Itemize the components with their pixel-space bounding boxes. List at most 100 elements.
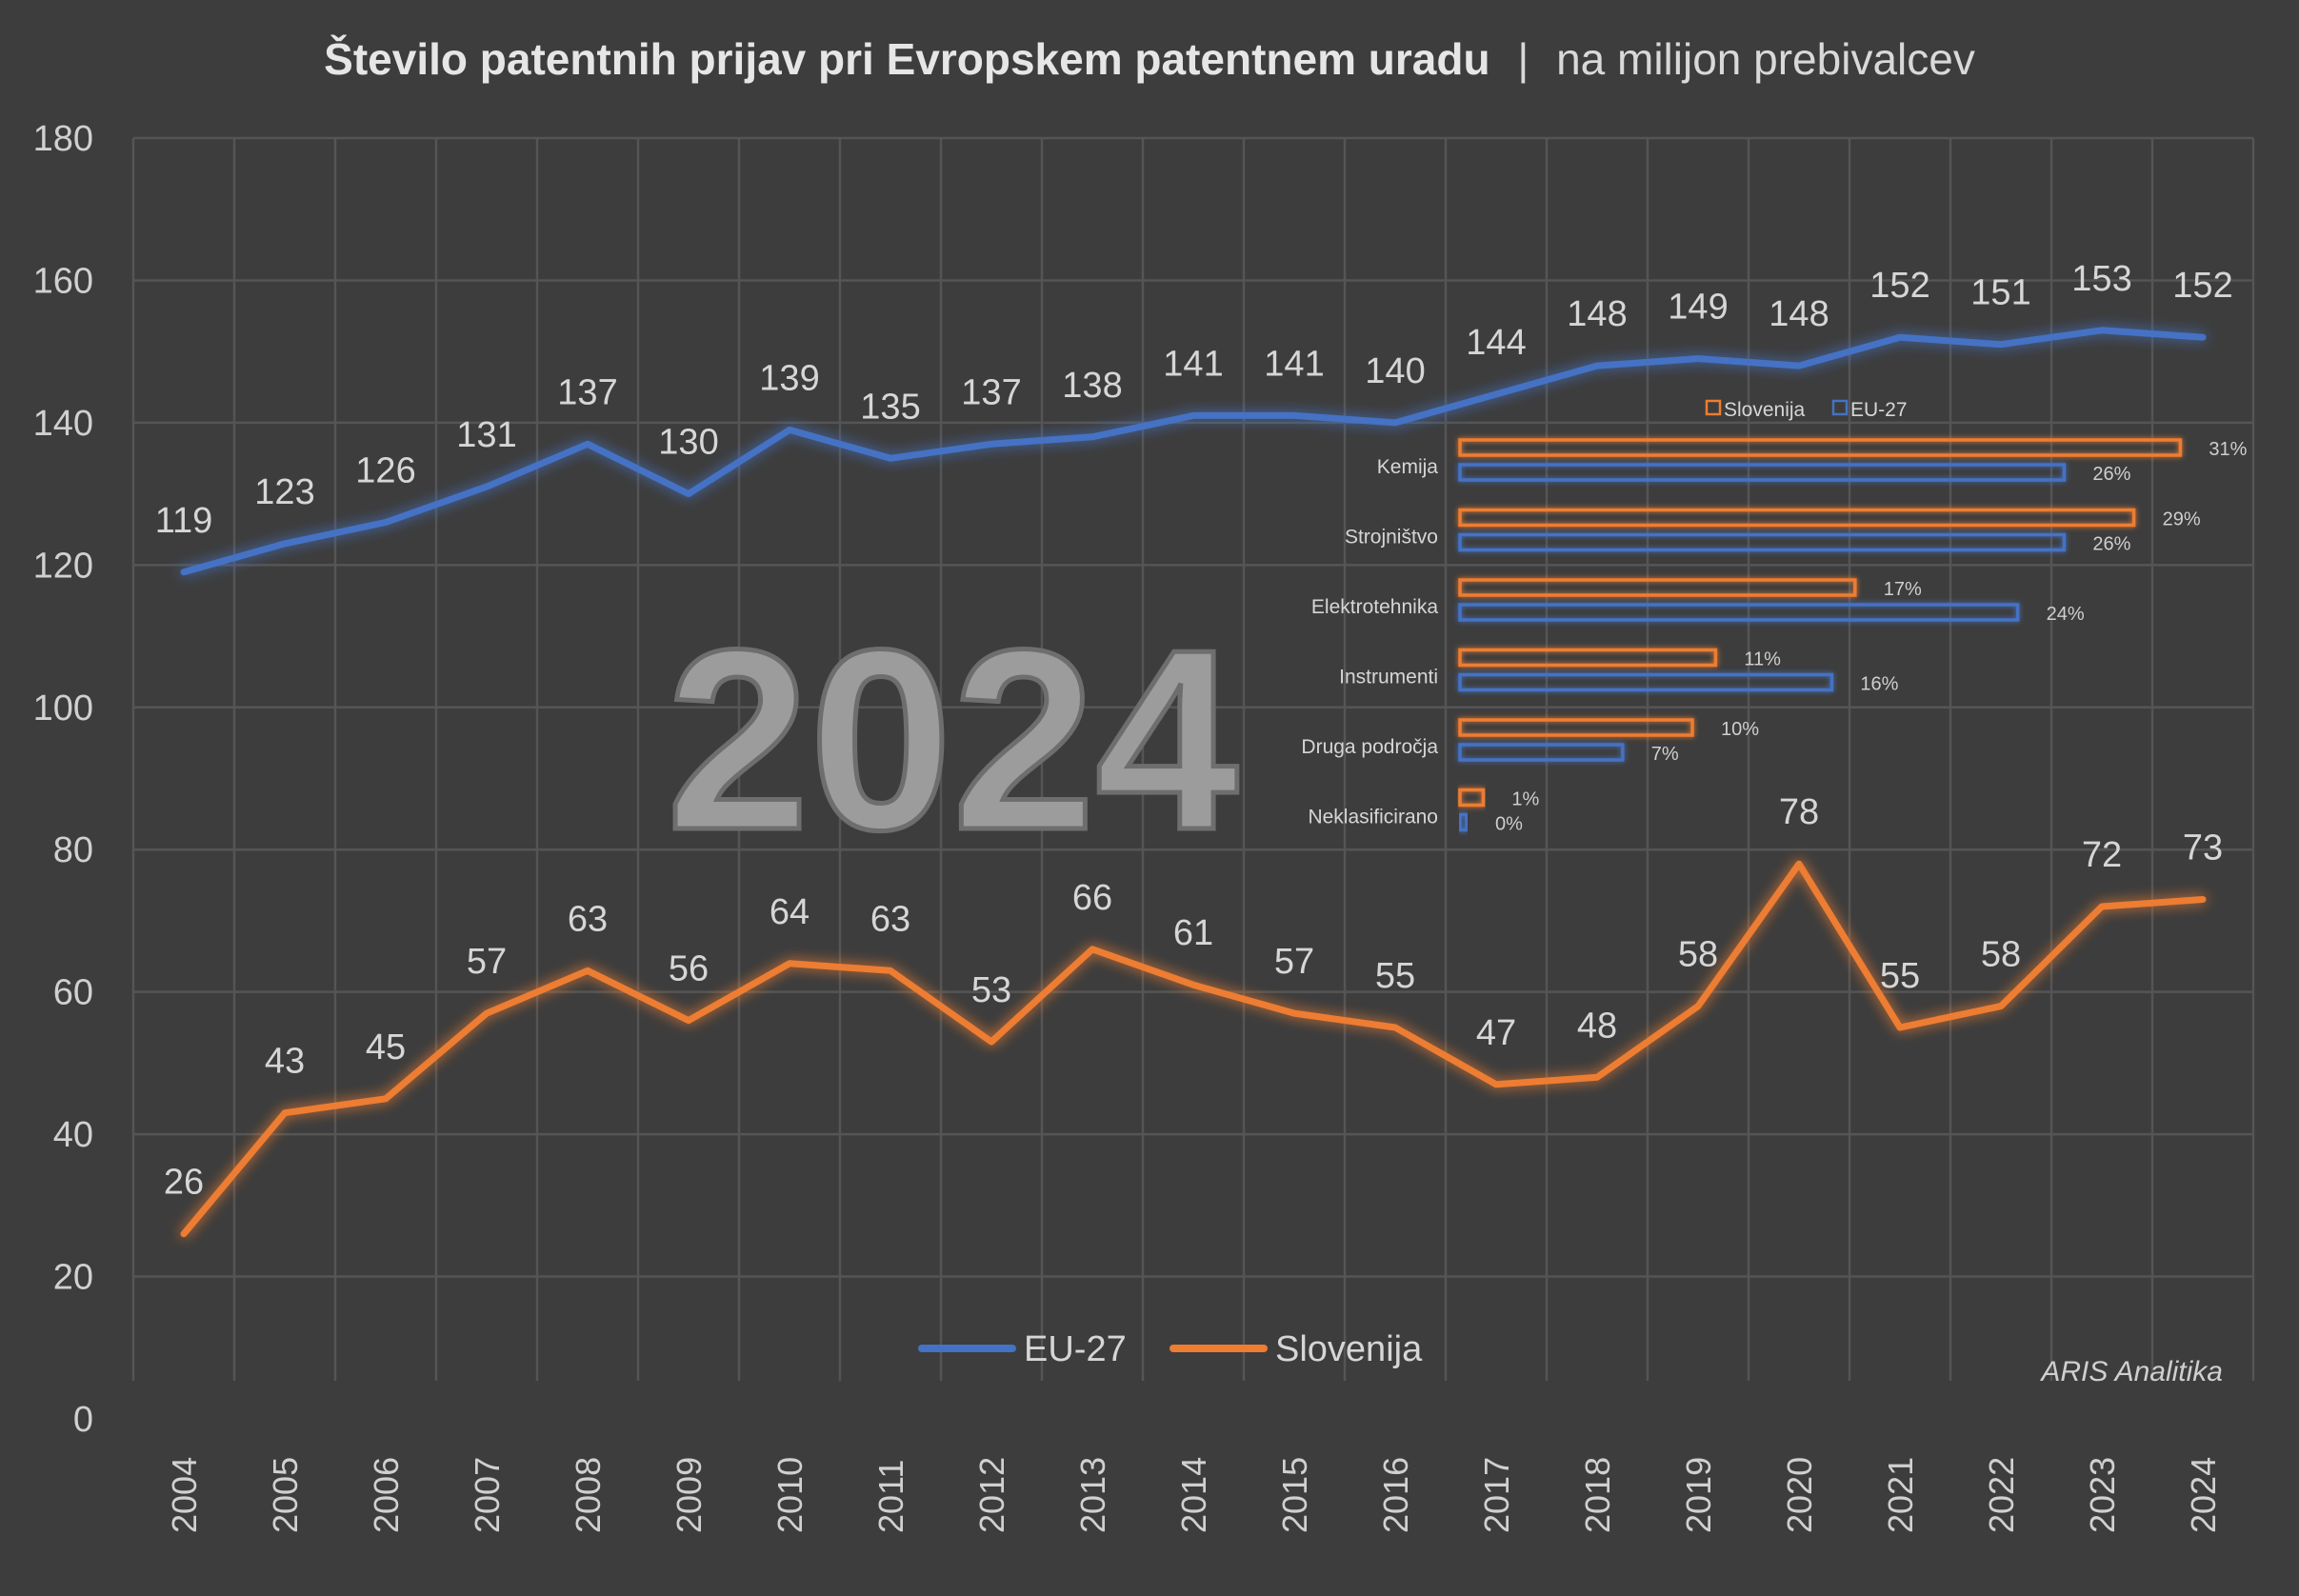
x-tick-label: 2014	[1174, 1457, 1213, 1533]
data-point-slovenija	[1897, 1025, 1903, 1031]
data-label-eu-27: 141	[1264, 344, 1324, 384]
data-point-slovenija	[181, 1230, 187, 1237]
data-label-eu-27: 148	[1769, 294, 1829, 334]
data-label-eu-27: 135	[860, 387, 920, 427]
data-point-slovenija	[484, 1010, 490, 1017]
inset-category-label: Neklasificirano	[1308, 807, 1438, 828]
data-label-eu-27: 131	[456, 415, 516, 455]
title-unit: na milijon prebivalcev	[1556, 34, 1975, 84]
data-point-eu-27	[888, 455, 893, 462]
data-label-eu-27: 148	[1567, 294, 1627, 334]
title-separator: |	[1517, 34, 1529, 84]
x-tick-label: 2015	[1275, 1457, 1314, 1533]
inset-category-label: Strojništvo	[1345, 527, 1438, 549]
data-label-eu-27: 151	[1970, 273, 2030, 313]
inset-bar-eu-27-druga-podro-ja	[1458, 743, 1625, 762]
data-point-slovenija	[2200, 896, 2206, 903]
data-label-eu-27: 152	[2172, 266, 2232, 306]
x-tick-label: 2020	[1780, 1457, 1819, 1533]
x-tick-label: 2019	[1679, 1457, 1718, 1533]
data-label-slovenija: 48	[1577, 1006, 1617, 1046]
data-label-eu-27: 140	[1365, 351, 1425, 391]
inset-value-label-slovenija: 31%	[2209, 439, 2247, 460]
data-point-eu-27	[1998, 341, 2004, 348]
x-tick-label: 2023	[2083, 1457, 2122, 1533]
line-series	[180, 327, 2207, 1238]
y-tick-label: 0	[73, 1400, 93, 1440]
inset-bar-slovenija-druga-podro-ja	[1458, 718, 1694, 737]
inset-value-label-slovenija: 17%	[1884, 579, 1922, 600]
inset-bar-chart: Slovenija EU-27 Kemija 31% 26% Strojništvo 29%…	[1301, 399, 2247, 835]
data-label-slovenija: 57	[1274, 942, 1314, 982]
data-labels: 119 123 126 131 137 130 139 135 137 138 141 141 140 1…	[155, 259, 2233, 1203]
inset-value-label-eu-27: 26%	[2092, 464, 2130, 485]
y-tick-label: 100	[33, 688, 93, 728]
inset-bar-eu-27-strojni-tvo	[1458, 532, 2067, 552]
title-main: Število patentnih prijav pri Evropskem p…	[324, 34, 1489, 84]
chart-title: Število patentnih prijav pri Evropskem p…	[324, 34, 1975, 84]
x-tick-label: 2007	[468, 1457, 507, 1533]
data-label-slovenija: 53	[971, 970, 1011, 1010]
data-label-eu-27: 130	[658, 423, 718, 463]
data-label-eu-27: 139	[759, 358, 819, 398]
data-label-eu-27: 123	[254, 472, 314, 512]
data-point-eu-27	[585, 441, 590, 448]
data-label-slovenija: 64	[770, 892, 810, 932]
data-point-slovenija	[1392, 1025, 1398, 1031]
data-label-slovenija: 63	[568, 899, 608, 939]
data-point-eu-27	[1493, 391, 1499, 397]
x-tick-label: 2022	[1982, 1457, 2021, 1533]
inset-bar-slovenija-instrumenti	[1458, 648, 1718, 668]
y-axis-ticks: 0 20 40 60 80 100 120 140 160 180	[33, 119, 93, 1440]
data-label-slovenija: 63	[870, 899, 910, 939]
data-point-slovenija	[383, 1095, 389, 1102]
data-point-eu-27	[1695, 355, 1701, 362]
data-label-slovenija: 57	[467, 942, 507, 982]
credit-text: ARIS Analitika	[2039, 1356, 2223, 1387]
y-tick-label: 160	[33, 261, 93, 301]
inset-legend-swatch-eu-27	[1831, 399, 1849, 416]
data-point-eu-27	[383, 519, 389, 526]
y-tick-label: 140	[33, 404, 93, 444]
data-point-slovenija	[1493, 1081, 1499, 1087]
x-tick-label: 2024	[2184, 1457, 2223, 1533]
x-tick-label: 2004	[165, 1457, 204, 1533]
legend-label-eu-27: EU-27	[1024, 1329, 1127, 1369]
grid	[131, 136, 2255, 1381]
data-label-eu-27: 144	[1466, 323, 1526, 363]
data-label-slovenija: 78	[1779, 792, 1819, 832]
data-point-eu-27	[1291, 412, 1297, 419]
inset-value-label-slovenija: 10%	[1721, 719, 1759, 740]
x-tick-label: 2016	[1376, 1457, 1415, 1533]
x-tick-label: 2021	[1881, 1457, 1920, 1533]
x-tick-label: 2018	[1578, 1457, 1617, 1533]
data-label-slovenija: 58	[1678, 935, 1718, 975]
data-label-slovenija: 45	[366, 1027, 406, 1067]
data-point-slovenija	[1090, 946, 1095, 952]
data-label-slovenija: 72	[2082, 835, 2122, 875]
inset-bar-slovenija-strojni-tvo	[1458, 508, 2136, 528]
data-point-eu-27	[686, 490, 691, 497]
x-tick-label: 2009	[670, 1457, 709, 1533]
data-label-eu-27: 152	[1869, 266, 1929, 306]
year-watermark: 2024	[667, 597, 1240, 884]
data-label-eu-27: 153	[2071, 259, 2131, 299]
inset-category-label: Kemija	[1377, 456, 1439, 478]
y-tick-label: 40	[53, 1115, 93, 1155]
x-tick-label: 2013	[1073, 1457, 1112, 1533]
data-point-eu-27	[1796, 363, 1802, 369]
inset-legend-swatch-slovenija	[1705, 399, 1722, 416]
data-point-slovenija	[888, 968, 893, 974]
x-tick-label: 2017	[1477, 1457, 1516, 1533]
data-point-slovenija	[585, 968, 590, 974]
data-point-slovenija	[686, 1017, 691, 1024]
data-point-eu-27	[1594, 363, 1600, 369]
data-point-eu-27	[2099, 327, 2105, 333]
data-label-eu-27: 119	[155, 501, 213, 541]
inset-bar-slovenija-neklasificirano	[1458, 788, 1486, 808]
data-label-eu-27: 137	[557, 372, 617, 412]
data-point-slovenija	[1594, 1074, 1600, 1081]
main-legend: EU-27 Slovenija	[918, 1329, 1423, 1369]
x-tick-label: 2005	[266, 1457, 305, 1533]
